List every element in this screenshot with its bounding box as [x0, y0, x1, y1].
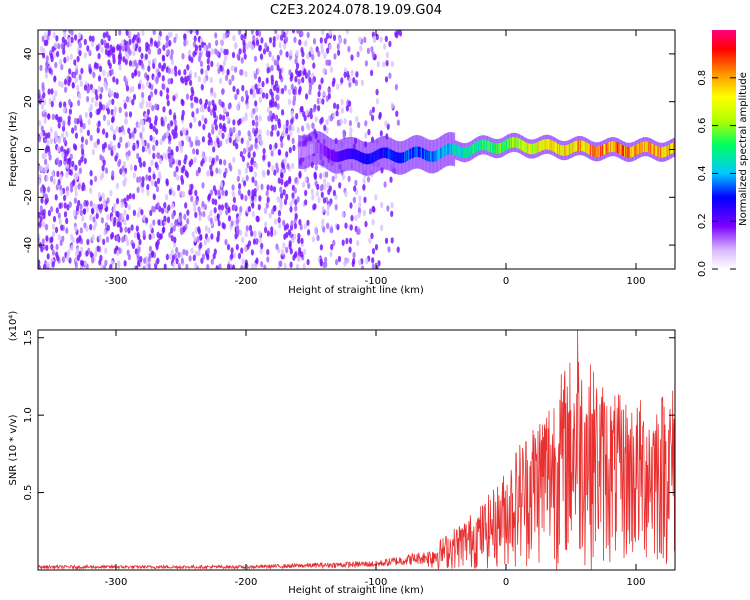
spectrogram-signal-band	[298, 131, 675, 176]
colorbar-label: Normalized spectral amplitude	[738, 72, 749, 226]
colorbar-tick-label: 0.6	[697, 118, 708, 134]
spectrogram-ytick-label: 20	[23, 95, 34, 108]
snr-plot-area	[38, 330, 675, 570]
snr-xlabel: Height of straight line (km)	[288, 585, 424, 596]
colorbar-tick-label: 0.2	[697, 213, 708, 229]
colorbar: 0.0 0.2 0.4 0.6 0.8 Normalized spectral ampl…	[697, 30, 749, 277]
spectrogram-ytick-label: -20	[23, 189, 34, 205]
snr-ytick-label: 1.5	[23, 330, 34, 346]
colorbar-tick-label: 0.4	[697, 165, 708, 181]
snr-multiplier: (x10⁴)	[8, 311, 19, 342]
spectrogram-xtick-label: 0	[503, 276, 509, 287]
snr-xtick-label: 0	[503, 577, 509, 588]
colorbar-tick-label: 0.8	[697, 70, 708, 86]
chart-title: C2E3.2024.078.19.09.G04	[270, 3, 442, 18]
colorbar-gradient	[712, 30, 736, 269]
snr-xtick-label: 100	[626, 577, 645, 588]
spectrogram-xtick-label: -300	[105, 276, 128, 287]
snr-series-line	[38, 330, 675, 570]
spectrogram-ylabel: Frequency (Hz)	[8, 111, 19, 187]
spectrogram-ytick-label: 40	[23, 48, 34, 61]
spectrogram-plot-area	[38, 30, 675, 269]
snr-frame	[37, 329, 676, 571]
colorbar-ticks: 0.0 0.2 0.4 0.6 0.8	[697, 70, 736, 277]
spectrogram-noise	[38, 30, 403, 269]
snr-xtick-label: -100	[365, 577, 388, 588]
snr-panel: -300 -200 -100 0 100 0.5 1.0 1.5 Height of stra…	[8, 311, 676, 596]
snr-xtick-label: -200	[235, 577, 258, 588]
snr-ylabel: SNR (10 * v/v)	[8, 414, 19, 485]
snr-xtick-label: -300	[105, 577, 128, 588]
colorbar-tick-label: 0.0	[697, 261, 708, 277]
spectrogram-xlabel: Height of straight line (km)	[288, 285, 424, 296]
snr-ticks: -300 -200 -100 0 100 0.5 1.0 1.5	[23, 330, 675, 588]
spectrogram-xtick-label: -200	[235, 276, 258, 287]
spectrogram-xtick-label: 100	[626, 276, 645, 287]
snr-ytick-label: 0.5	[23, 485, 34, 501]
spectrogram-xtick-label: -100	[365, 276, 388, 287]
spectrogram-ytick-label: -40	[23, 237, 34, 253]
spectrogram-ytick-label: 0	[23, 146, 34, 152]
snr-ytick-label: 1.0	[23, 407, 34, 423]
